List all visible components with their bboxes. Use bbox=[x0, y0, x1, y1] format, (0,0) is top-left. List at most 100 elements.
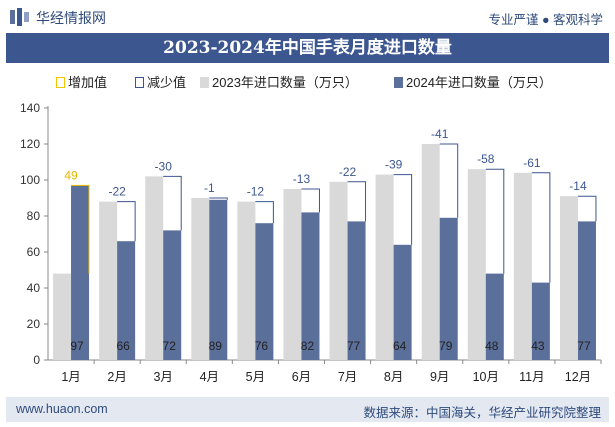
bar-2024-value-label: 79 bbox=[439, 339, 453, 353]
change-label: -22 bbox=[339, 165, 357, 179]
bar-2024-value-label: 43 bbox=[531, 339, 545, 353]
bar-2024 bbox=[209, 199, 228, 360]
slogan: 专业严谨 ● 客观科学 bbox=[488, 13, 604, 27]
legend-increase-swatch bbox=[56, 77, 65, 88]
decrease-bracket bbox=[301, 188, 320, 213]
bar-2023 bbox=[283, 189, 302, 360]
bar-2024 bbox=[531, 282, 550, 360]
x-tick-label: 4月 bbox=[200, 370, 219, 384]
bar-2023 bbox=[375, 174, 394, 360]
y-tick-label: 60 bbox=[27, 245, 41, 259]
footer-url: www.huaon.com bbox=[16, 402, 108, 416]
y-tick-label: 140 bbox=[20, 101, 40, 115]
y-tick-label: 120 bbox=[20, 137, 40, 151]
bar-2023 bbox=[559, 196, 578, 360]
x-tick-label: 12月 bbox=[565, 370, 591, 384]
bar-2024-value-label: 89 bbox=[209, 339, 223, 353]
change-label: -30 bbox=[155, 159, 173, 173]
x-tick-label: 9月 bbox=[430, 370, 449, 384]
chart-area: 0 20 40 60 80 100 120 140 1月 49 97 2月 -22 66 3月 -30 72 4月… bbox=[20, 101, 602, 384]
chart-title: 2023-2024年中国手表月度进口数量 bbox=[163, 38, 452, 58]
bar-2024 bbox=[439, 217, 458, 360]
bar-2024-value-label: 76 bbox=[255, 339, 269, 353]
legend-decrease-label: 减少值 bbox=[147, 75, 187, 90]
bar-2023 bbox=[467, 169, 486, 360]
legend-2024-swatch bbox=[394, 77, 403, 88]
bar-2024 bbox=[577, 221, 596, 360]
decrease-bracket bbox=[163, 175, 182, 231]
top-bar: 华经情报网 专业严谨 ● 客观科学 bbox=[0, 0, 615, 33]
huajing-logo-icon bbox=[10, 8, 29, 26]
x-tick-label: 3月 bbox=[153, 370, 172, 384]
legend-increase-label: 增加值 bbox=[68, 75, 108, 90]
legend-decrease: 减少值 bbox=[135, 72, 186, 91]
legend: 增加值 减少值 2023年进口数量（万只） 2024年进口数量（万只） bbox=[0, 72, 615, 92]
change-label: -12 bbox=[247, 185, 265, 199]
bar-2024 bbox=[347, 221, 366, 360]
y-tick-label: 80 bbox=[27, 209, 41, 223]
data-source: 数据来源：中国海关，华经产业研究院整理 bbox=[363, 406, 601, 420]
bar-2023 bbox=[191, 198, 210, 360]
decrease-bracket bbox=[117, 201, 136, 242]
change-label: -13 bbox=[293, 172, 311, 186]
bar-2024 bbox=[485, 273, 504, 360]
decrease-bracket bbox=[393, 174, 413, 245]
bar-2023 bbox=[329, 181, 348, 360]
change-label: -22 bbox=[108, 185, 126, 199]
title-bar: 2023-2024年中国手表月度进口数量 bbox=[6, 33, 609, 63]
bar-2023 bbox=[99, 201, 118, 360]
x-tick-label: 6月 bbox=[292, 370, 311, 384]
footer-bar: www.huaon.com 数据来源：中国海关，华经产业研究院整理 bbox=[6, 397, 609, 422]
bar-2024-value-label: 48 bbox=[485, 339, 499, 353]
decrease-bracket bbox=[577, 195, 597, 222]
brand-name: 华经情报网 bbox=[36, 10, 106, 26]
decrease-bracket bbox=[485, 168, 505, 274]
x-tick-label: 1月 bbox=[61, 370, 80, 384]
legend-increase: 增加值 bbox=[56, 72, 107, 91]
decrease-bracket bbox=[439, 143, 459, 218]
legend-decrease-swatch bbox=[135, 77, 144, 88]
legend-2024: 2024年进口数量（万只） bbox=[394, 72, 552, 91]
decrease-bracket bbox=[531, 172, 551, 283]
legend-2023-label: 2023年进口数量（万只） bbox=[212, 75, 358, 90]
y-tick-label: 100 bbox=[20, 173, 40, 187]
x-tick-label: 2月 bbox=[107, 370, 126, 384]
change-label: 49 bbox=[64, 168, 78, 182]
change-label: -39 bbox=[385, 158, 403, 172]
change-label: -41 bbox=[431, 127, 449, 141]
change-label: -61 bbox=[523, 156, 541, 170]
bar-2023 bbox=[513, 172, 532, 360]
bar-2024 bbox=[71, 185, 90, 360]
decrease-bracket bbox=[347, 181, 367, 222]
x-tick-label: 11月 bbox=[519, 370, 544, 384]
bar-2023 bbox=[145, 176, 164, 360]
x-tick-label: 7月 bbox=[338, 370, 357, 384]
change-label: -14 bbox=[569, 179, 587, 193]
bar-2024-value-label: 72 bbox=[163, 339, 177, 353]
bar-2024-value-label: 77 bbox=[577, 339, 591, 353]
bar-2024 bbox=[393, 244, 412, 360]
legend-2024-label: 2024年进口数量（万只） bbox=[406, 75, 552, 90]
bar-2024 bbox=[301, 212, 320, 360]
legend-2023: 2023年进口数量（万只） bbox=[200, 72, 358, 91]
bar-2024-value-label: 97 bbox=[70, 339, 84, 353]
bar-2024 bbox=[255, 223, 274, 360]
bar-2024-value-label: 77 bbox=[347, 339, 361, 353]
x-tick-label: 10月 bbox=[473, 370, 499, 384]
y-tick-label: 40 bbox=[27, 281, 41, 295]
y-tick-label: 20 bbox=[27, 317, 41, 331]
decrease-bracket bbox=[255, 201, 274, 224]
legend-2023-swatch bbox=[200, 77, 209, 88]
y-tick-label: 0 bbox=[33, 353, 40, 367]
bar-2023 bbox=[237, 201, 256, 360]
change-label: -58 bbox=[477, 152, 495, 166]
bar-2023 bbox=[53, 273, 72, 360]
bar-2024-value-label: 64 bbox=[393, 339, 407, 353]
bar-2024 bbox=[163, 230, 182, 360]
bar-2024-value-label: 66 bbox=[116, 339, 130, 353]
bar-2023 bbox=[421, 144, 440, 360]
change-label: -1 bbox=[204, 181, 215, 195]
bar-2024 bbox=[117, 241, 136, 360]
decrease-bracket bbox=[209, 197, 228, 200]
x-tick-label: 5月 bbox=[246, 370, 265, 384]
